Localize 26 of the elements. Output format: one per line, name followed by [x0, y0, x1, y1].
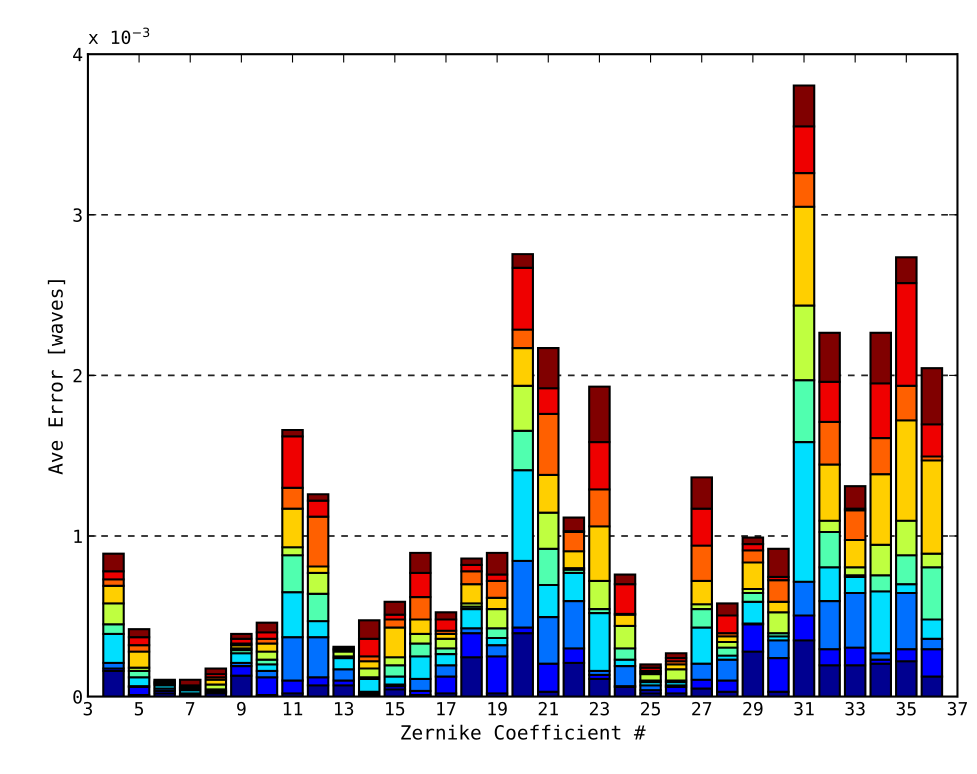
x-tick-label: 35 — [896, 702, 916, 716]
x-tick-label: 11 — [284, 702, 302, 716]
y-tick-label: 2 — [74, 368, 82, 382]
x-tick-label: 21 — [538, 702, 558, 716]
x-tick-label: 5 — [134, 702, 144, 716]
x-tick-label: 25 — [641, 702, 660, 716]
x-tick-label: 17 — [437, 702, 456, 716]
x-axis-title: Zernike Coefficient # — [401, 724, 646, 740]
y-tick-label: 0 — [73, 690, 82, 704]
x-tick-label: 27 — [692, 702, 712, 716]
x-tick-label: 31 — [794, 702, 814, 716]
y-tick-label: 1 — [74, 530, 82, 543]
x-tick-label: 33 — [846, 702, 865, 716]
x-tick-label: 19 — [488, 702, 507, 716]
x-tick-label: 29 — [743, 702, 763, 716]
x-tick-label: 3 — [84, 702, 92, 716]
y-tick-label: 4 — [73, 48, 82, 62]
y-axis-title: Ave Error [waves] — [48, 280, 66, 475]
x-tick-label: 37 — [948, 702, 967, 716]
y-tick-label: 3 — [73, 208, 82, 222]
x-tick-label: 13 — [334, 702, 354, 716]
x-tick-label: 7 — [186, 702, 194, 716]
x-tick-label: 15 — [386, 702, 404, 716]
x-tick-label: 9 — [237, 702, 246, 716]
text: x 10$^{−3}$ — [88, 28, 150, 44]
x-tick-label: 23 — [590, 702, 609, 716]
